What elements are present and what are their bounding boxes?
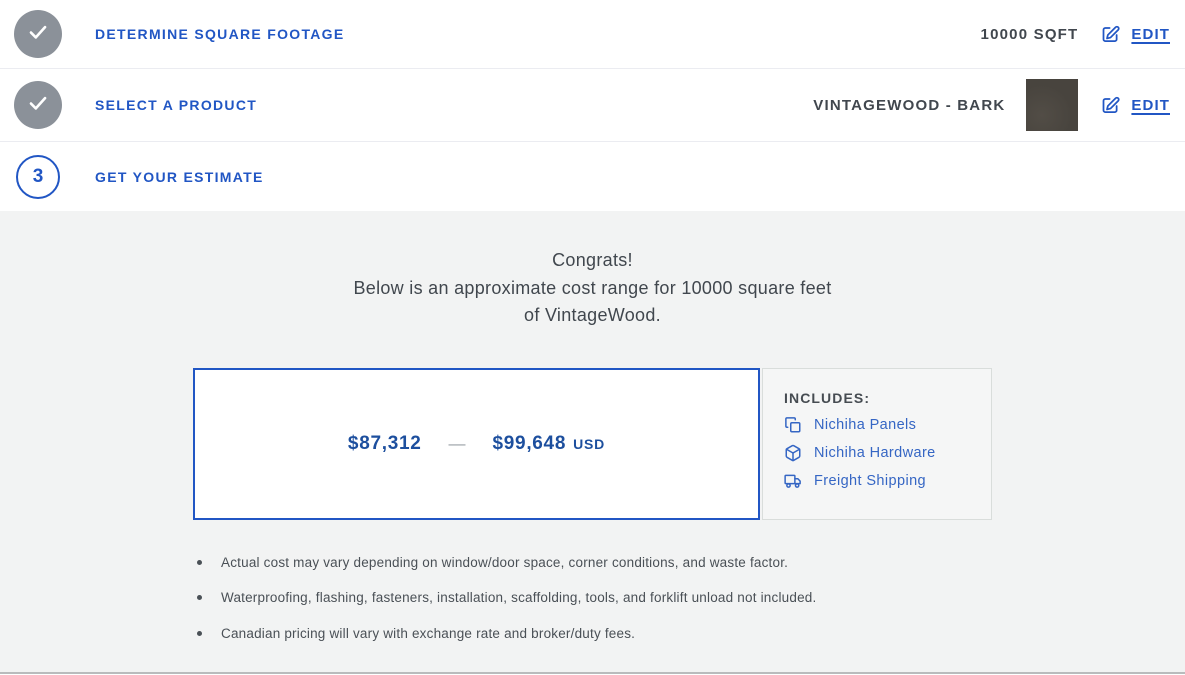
includes-item-label: Nichiha Panels <box>814 416 917 433</box>
step-3-number: 3 <box>32 165 44 187</box>
truck-icon <box>784 472 802 490</box>
product-swatch-image <box>1026 79 1079 131</box>
square-footage-value: 10000 SQFT <box>980 25 1079 43</box>
disclaimer-item: Waterproofing, flashing, fasteners, inst… <box>196 590 1185 605</box>
estimate-section: Congrats! Below is an approximate cost r… <box>0 211 1185 674</box>
disclaimer-list: Actual cost may vary depending on window… <box>196 555 1185 641</box>
edit-product-link[interactable]: EDIT <box>1131 96 1170 114</box>
includes-title: INCLUDES: <box>784 389 871 406</box>
edit-square-footage-link[interactable]: EDIT <box>1131 25 1170 43</box>
congrats-line-3: of VintageWood. <box>524 305 661 325</box>
step-complete-circle <box>14 10 62 58</box>
includes-item-shipping: Freight Shipping <box>784 472 981 490</box>
congrats-line-2: Below is an approximate cost range for 1… <box>353 277 832 298</box>
step-row-square-footage: DETERMINE SQUARE FOOTAGE 10000 SQFT EDIT <box>0 0 1185 69</box>
price-high: $99,648 <box>492 432 567 454</box>
checkmark-icon <box>25 90 51 121</box>
step-row-get-estimate: 3 GET YOUR ESTIMATE <box>0 142 1185 211</box>
includes-item-label: Freight Shipping <box>814 472 926 489</box>
edit-icon[interactable] <box>1100 95 1121 116</box>
checkmark-icon <box>25 19 51 50</box>
includes-item-panels: Nichiha Panels <box>784 416 981 434</box>
step-complete-circle <box>14 81 62 129</box>
price-range-box: $87,312 — $99,648 USD <box>193 367 760 520</box>
step-2-label: SELECT A PRODUCT <box>95 97 258 113</box>
estimate-boxes: $87,312 — $99,648 USD INCLUDES: Nichiha … <box>193 367 992 520</box>
step-1-indicator <box>14 10 62 58</box>
includes-item-label: Nichiha Hardware <box>814 444 936 461</box>
step-3-indicator: 3 <box>14 154 62 199</box>
disclaimer-item: Canadian pricing will vary with exchange… <box>196 626 1185 641</box>
panels-icon <box>784 416 802 434</box>
includes-box: INCLUDES: Nichiha Panels Nichiha Hardwar… <box>762 367 992 520</box>
step-1-label: DETERMINE SQUARE FOOTAGE <box>95 26 345 42</box>
step-number-circle: 3 <box>16 154 60 199</box>
congrats-line-1: Congrats! <box>552 250 633 270</box>
package-icon <box>784 444 802 462</box>
step-3-label: GET YOUR ESTIMATE <box>95 168 264 185</box>
step-row-select-product: SELECT A PRODUCT VINTAGEWOOD - BARK EDIT <box>0 69 1185 142</box>
price-range-dash: — <box>448 433 466 453</box>
includes-item-hardware: Nichiha Hardware <box>784 444 981 462</box>
price-currency: USD <box>573 435 606 452</box>
disclaimer-item: Actual cost may vary depending on window… <box>196 555 1185 570</box>
step-2-indicator <box>14 81 62 129</box>
price-low: $87,312 <box>347 432 422 454</box>
selected-product-value: VINTAGEWOOD - BARK <box>813 96 1006 114</box>
edit-icon[interactable] <box>1100 24 1121 45</box>
congrats-message: Congrats! Below is an approximate cost r… <box>0 247 1185 330</box>
